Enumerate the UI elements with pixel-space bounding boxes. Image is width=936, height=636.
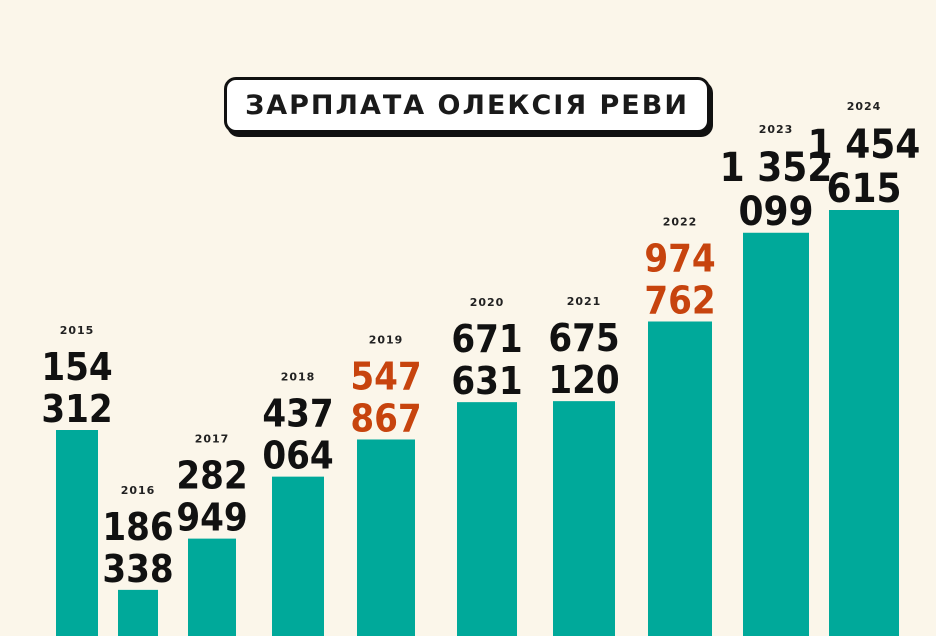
value-label-2020-line2: 631: [451, 359, 522, 403]
value-label-2021-line2: 120: [548, 358, 619, 402]
value-label-2018-line1: 437: [262, 392, 333, 436]
value-label-2015-line1: 154: [41, 345, 112, 389]
value-label-2017-line2: 949: [176, 496, 247, 540]
chart-title-box: ЗАРПЛАТА ОЛЕКСІЯ РЕВИ: [224, 77, 710, 133]
value-label-2018-line2: 064: [262, 434, 333, 478]
value-label-2019-line2: 867: [350, 396, 421, 440]
bar-2021: [553, 401, 615, 636]
value-label-2023-line1: 1 352: [720, 145, 833, 191]
value-label-2023-line2: 099: [738, 189, 813, 235]
value-label-2016-line1: 186: [102, 505, 173, 549]
year-label-2016: 2016: [121, 484, 156, 497]
bar-2016: [118, 589, 158, 636]
bar-2023: [743, 232, 809, 636]
value-label-2019-line1: 547: [350, 354, 421, 398]
value-label-2021-line1: 675: [548, 316, 619, 360]
year-label-2021: 2021: [567, 295, 602, 308]
year-label-2022: 2022: [663, 215, 698, 228]
year-label-2024: 2024: [847, 100, 882, 113]
bar-2020: [457, 402, 517, 636]
value-label-2016-line2: 338: [102, 547, 173, 591]
value-label-2015-line2: 312: [41, 387, 112, 431]
bar-2017: [188, 538, 236, 636]
bar-2019: [357, 439, 415, 636]
value-label-2024-line1: 1 454: [808, 122, 921, 168]
value-label-2022-line2: 762: [644, 278, 715, 322]
bar-2018: [272, 476, 324, 636]
year-label-2020: 2020: [470, 296, 505, 309]
bar-2022: [648, 321, 712, 636]
value-label-2020-line1: 671: [451, 317, 522, 361]
year-label-2015: 2015: [60, 324, 95, 337]
bar-2015: [56, 430, 98, 636]
value-label-2024-line2: 615: [826, 166, 901, 212]
value-label-2022-line1: 974: [644, 236, 715, 280]
year-label-2023: 2023: [759, 123, 794, 136]
year-label-2018: 2018: [281, 371, 316, 384]
chart-title: ЗАРПЛАТА ОЛЕКСІЯ РЕВИ: [245, 89, 689, 121]
bar-2024: [829, 210, 899, 636]
value-label-2017-line1: 282: [176, 454, 247, 498]
year-label-2019: 2019: [369, 333, 404, 346]
year-label-2017: 2017: [195, 433, 230, 446]
